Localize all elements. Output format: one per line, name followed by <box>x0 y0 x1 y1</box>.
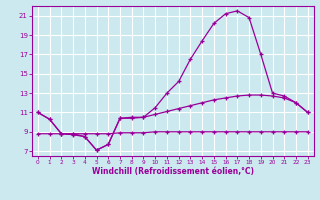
X-axis label: Windchill (Refroidissement éolien,°C): Windchill (Refroidissement éolien,°C) <box>92 167 254 176</box>
